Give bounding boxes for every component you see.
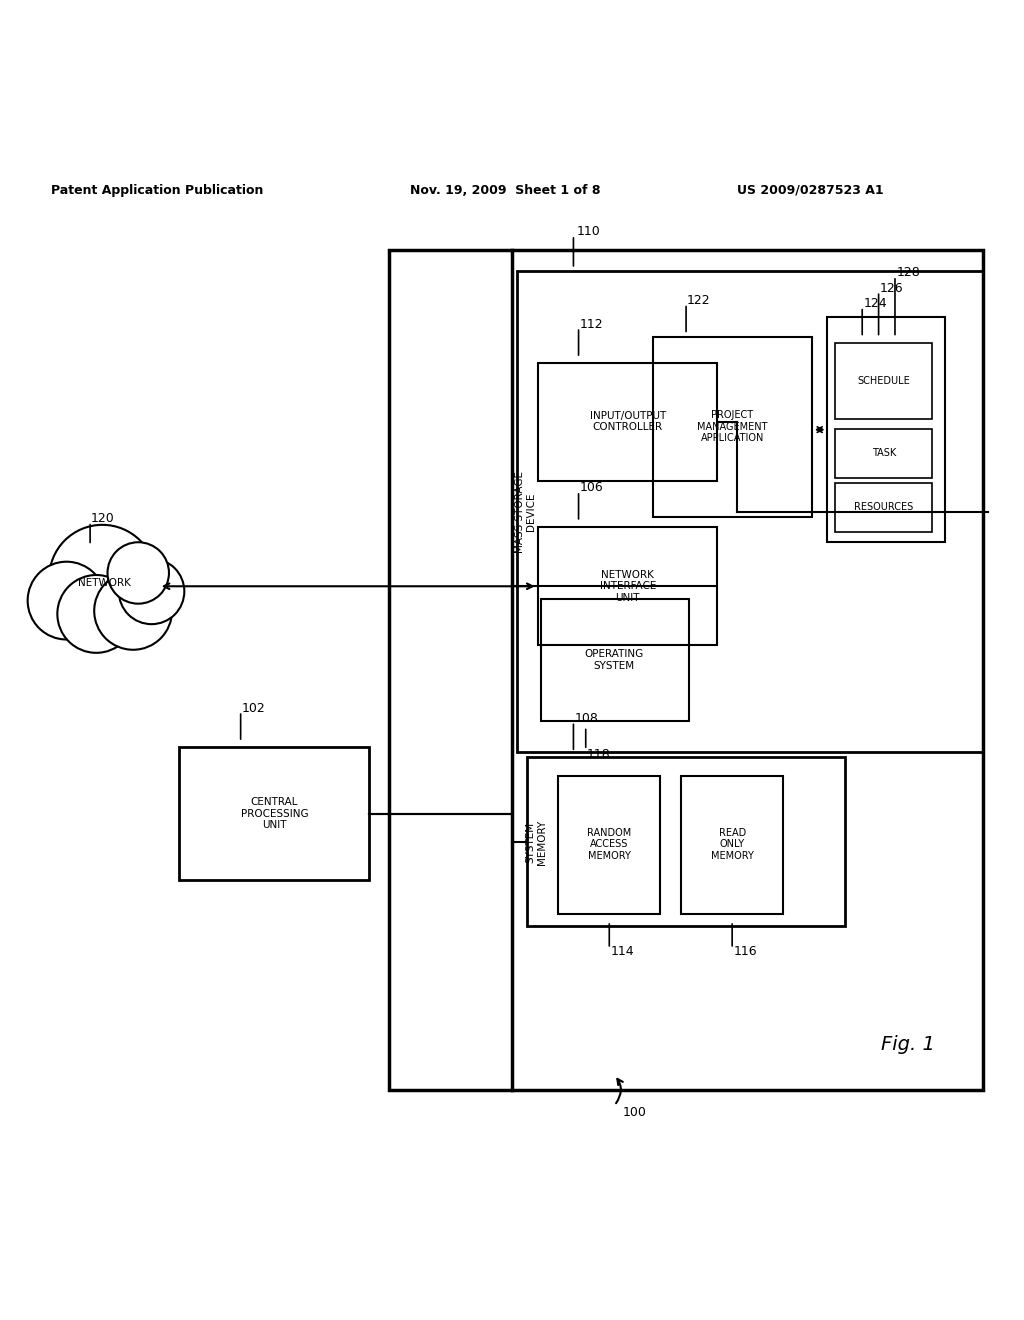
Text: MASS STORAGE
DEVICE: MASS STORAGE DEVICE — [514, 470, 537, 553]
Text: 122: 122 — [686, 294, 711, 308]
Circle shape — [28, 562, 105, 639]
Text: NETWORK
INTERFACE
UNIT: NETWORK INTERFACE UNIT — [599, 570, 656, 603]
Text: Patent Application Publication: Patent Application Publication — [51, 183, 263, 197]
Text: 120: 120 — [90, 512, 115, 525]
Text: Fig. 1: Fig. 1 — [881, 1035, 935, 1053]
Circle shape — [94, 572, 172, 649]
Text: OPERATING
SYSTEM: OPERATING SYSTEM — [585, 649, 644, 671]
Text: US 2009/0287523 A1: US 2009/0287523 A1 — [737, 183, 884, 197]
Text: SCHEDULE: SCHEDULE — [857, 376, 910, 387]
Text: 100: 100 — [623, 1106, 647, 1119]
Text: RESOURCES: RESOURCES — [854, 503, 913, 512]
Text: SYSTEM
MEMORY: SYSTEM MEMORY — [525, 820, 548, 865]
Text: INPUT/OUTPUT
CONTROLLER: INPUT/OUTPUT CONTROLLER — [590, 411, 666, 432]
Text: 102: 102 — [242, 702, 266, 714]
Text: PROJECT
MANAGEMENT
APPLICATION: PROJECT MANAGEMENT APPLICATION — [697, 411, 767, 444]
Circle shape — [57, 576, 135, 653]
Text: Nov. 19, 2009  Sheet 1 of 8: Nov. 19, 2009 Sheet 1 of 8 — [410, 183, 600, 197]
Text: 118: 118 — [587, 747, 611, 760]
Text: 116: 116 — [733, 945, 758, 958]
Text: RANDOM
ACCESS
MEMORY: RANDOM ACCESS MEMORY — [587, 828, 632, 861]
Text: 114: 114 — [610, 945, 635, 958]
Text: 124: 124 — [863, 297, 888, 310]
Text: 112: 112 — [580, 318, 604, 330]
Text: 106: 106 — [580, 482, 604, 495]
Circle shape — [119, 558, 184, 624]
Circle shape — [108, 543, 169, 603]
Text: CENTRAL
PROCESSING
UNIT: CENTRAL PROCESSING UNIT — [241, 797, 308, 830]
Circle shape — [49, 525, 156, 631]
Text: 110: 110 — [577, 226, 601, 239]
Text: 126: 126 — [880, 281, 904, 294]
Text: READ
ONLY
MEMORY: READ ONLY MEMORY — [711, 828, 754, 861]
Text: 128: 128 — [896, 267, 921, 280]
Text: TASK: TASK — [871, 449, 896, 458]
Text: NETWORK: NETWORK — [78, 578, 131, 589]
Text: 108: 108 — [574, 711, 599, 725]
